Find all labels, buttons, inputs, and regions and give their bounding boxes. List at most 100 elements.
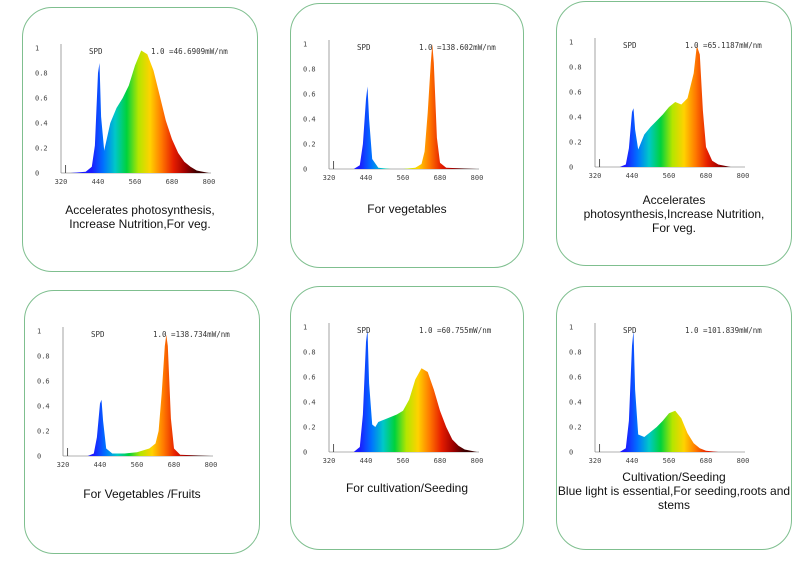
caption-line: Cultivation/Seeding <box>622 470 726 484</box>
x-tick-label: 680 <box>434 457 447 465</box>
x-tick-label: 320 <box>323 457 336 465</box>
caption-line: photosynthesis,Increase Nutrition, <box>583 207 765 221</box>
y-tick-label: 1 <box>569 39 573 47</box>
y-tick-label: 1 <box>35 45 39 53</box>
x-tick-label: 440 <box>626 172 639 180</box>
caption-line: stems <box>657 498 690 512</box>
x-tick-label: 680 <box>434 174 447 182</box>
y-tick-label: 0.8 <box>35 70 48 78</box>
caption-line: For vegetables <box>367 202 447 216</box>
spectrum-area <box>595 45 743 167</box>
caption-line: Accelerates photosynthesis, <box>65 203 215 217</box>
x-tick-label: 440 <box>92 178 105 186</box>
spectrum-card-4: 0 0.2 0.4 0.6 0.8 1 320 440 560 680 800 SPD 1.0 =138… <box>24 290 260 554</box>
spd-label: SPD <box>357 326 371 335</box>
spectrum-card-1: 0 0.2 0.4 0.6 0.8 1 320 440 560 680 800 SPD 1.0 =46.… <box>22 7 258 272</box>
peak-label: 1.0 =101.839mW/nm <box>685 326 762 335</box>
caption-line: For veg. <box>651 221 696 235</box>
spectrum-card-5: 0 0.2 0.4 0.6 0.8 1 320 440 560 680 800 SPD 1.0 =60.… <box>290 286 524 550</box>
spectrum-card-2: 0 0.2 0.4 0.6 0.8 1 320 440 560 680 800 SPD 1.0 =138… <box>290 3 524 268</box>
caption-6: Cultivation/Seeding Blue light is essent… <box>557 470 791 512</box>
spectrum-area <box>63 334 211 456</box>
peak-label: 1.0 =65.1187mW/nm <box>685 41 762 50</box>
caption-2: For vegetables <box>291 202 523 216</box>
y-tick-label: 0.2 <box>569 424 582 432</box>
caption-4: For Vegetables /Fruits <box>25 487 259 501</box>
x-tick-label: 320 <box>323 174 336 182</box>
y-tick-label: 0.6 <box>37 378 50 386</box>
x-tick-label: 560 <box>129 178 142 186</box>
x-tick-label: 680 <box>166 178 179 186</box>
peak-label: 1.0 =60.755mW/nm <box>419 326 492 335</box>
x-tick-label: 320 <box>55 178 68 186</box>
spd-chart-5: 0 0.2 0.4 0.6 0.8 1 320 440 560 680 800 SPD 1.0 =60.… <box>303 323 492 465</box>
spd-label: SPD <box>623 41 637 50</box>
caption-line: For cultivation/Seeding <box>345 481 469 495</box>
spectrum-area <box>329 44 477 169</box>
spectrum-card-6: 0 0.2 0.4 0.6 0.8 1 320 440 560 680 800 SPD 1.0 =101… <box>556 286 792 550</box>
spd-chart-3: 0 0.2 0.4 0.6 0.8 1 320 440 560 680 800 SPD 1.0 =65.… <box>569 38 762 180</box>
x-tick-label: 800 <box>203 178 216 186</box>
caption-line: Blue light is essential,For seeding,root… <box>557 484 791 498</box>
caption-3: Accelerates photosynthesis,Increase Nutr… <box>557 193 791 235</box>
y-tick-label: 0.4 <box>37 403 50 411</box>
y-tick-label: 0.6 <box>35 95 48 103</box>
spectrum-card-3: 0 0.2 0.4 0.6 0.8 1 320 440 560 680 800 SPD 1.0 =65.… <box>556 1 792 266</box>
caption-line: Accelerates <box>642 193 706 207</box>
x-tick-label: 440 <box>94 461 107 469</box>
y-tick-label: 1 <box>303 41 307 49</box>
y-tick-label: 0.2 <box>303 424 316 432</box>
y-tick-label: 0.2 <box>35 145 48 153</box>
y-tick-label: 0.4 <box>569 399 582 407</box>
spd-label: SPD <box>89 47 103 56</box>
peak-label: 1.0 =46.6909mW/nm <box>151 47 228 56</box>
y-tick-label: 0.6 <box>303 374 316 382</box>
y-tick-label: 0.4 <box>303 399 316 407</box>
caption-line: For Vegetables /Fruits <box>83 487 201 501</box>
y-tick-label: 0.8 <box>37 353 50 361</box>
y-tick-label: 0 <box>35 170 39 178</box>
x-tick-label: 800 <box>737 457 750 465</box>
y-tick-label: 0 <box>303 166 307 174</box>
y-tick-label: 0 <box>303 449 307 457</box>
caption-line: Increase Nutrition,For veg. <box>69 217 211 231</box>
spd-chart-1: 0 0.2 0.4 0.6 0.8 1 320 440 560 680 800 SPD 1.0 =46.… <box>35 44 228 186</box>
x-tick-label: 680 <box>700 172 713 180</box>
y-tick-label: 0.4 <box>303 116 316 124</box>
peak-label: 1.0 =138.602mW/nm <box>419 43 496 52</box>
y-tick-label: 0.8 <box>303 349 316 357</box>
y-tick-label: 0.8 <box>569 64 582 72</box>
spectrum-area <box>329 329 477 452</box>
y-tick-label: 0.8 <box>569 349 582 357</box>
x-tick-label: 800 <box>471 457 484 465</box>
x-tick-label: 680 <box>700 457 713 465</box>
y-tick-label: 0.6 <box>569 374 582 382</box>
x-tick-label: 320 <box>589 457 602 465</box>
x-tick-label: 680 <box>168 461 181 469</box>
x-tick-label: 560 <box>663 172 676 180</box>
y-tick-label: 0.6 <box>569 89 582 97</box>
spd-label: SPD <box>91 330 105 339</box>
caption-1: Accelerates photosynthesis, Increase Nut… <box>23 203 257 231</box>
y-tick-label: 0.2 <box>569 139 582 147</box>
spd-chart-2: 0 0.2 0.4 0.6 0.8 1 320 440 560 680 800 SPD 1.0 =138… <box>303 40 496 182</box>
y-tick-label: 0 <box>37 453 41 461</box>
spectrum-area <box>61 50 209 173</box>
x-tick-label: 440 <box>626 457 639 465</box>
x-tick-label: 320 <box>57 461 70 469</box>
x-tick-label: 560 <box>397 457 410 465</box>
spectrum-area <box>595 330 743 452</box>
x-tick-label: 560 <box>663 457 676 465</box>
y-tick-label: 0.8 <box>303 66 316 74</box>
x-tick-label: 440 <box>360 457 373 465</box>
spd-label: SPD <box>357 43 371 52</box>
y-tick-label: 0.4 <box>35 120 48 128</box>
y-tick-label: 0.4 <box>569 114 582 122</box>
y-tick-label: 0 <box>569 449 573 457</box>
x-tick-label: 320 <box>589 172 602 180</box>
x-tick-label: 800 <box>471 174 484 182</box>
spd-chart-4: 0 0.2 0.4 0.6 0.8 1 320 440 560 680 800 SPD 1.0 =138… <box>37 327 230 469</box>
y-tick-label: 1 <box>569 324 573 332</box>
x-tick-label: 560 <box>397 174 410 182</box>
x-tick-label: 800 <box>205 461 218 469</box>
